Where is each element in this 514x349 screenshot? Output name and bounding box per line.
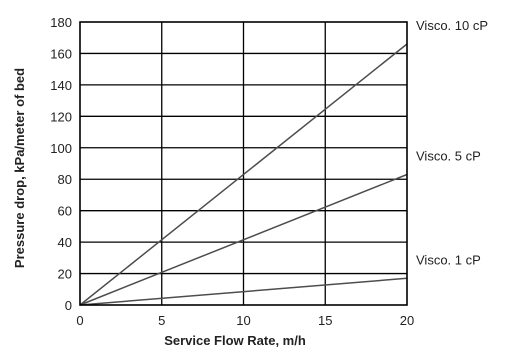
grid: [80, 22, 407, 305]
y-tick-label: 180: [50, 15, 72, 30]
y-tick-label: 120: [50, 109, 72, 124]
x-tick-label: 20: [400, 313, 414, 328]
x-axis-label: Service Flow Rate, m/h: [164, 333, 306, 348]
series-line: [79, 277, 408, 306]
series-labels: Visco. 10 cP Visco. 5 cP Visco. 1 cP: [416, 18, 488, 267]
y-tick-label: 40: [58, 235, 72, 250]
y-tick-label: 80: [58, 172, 72, 187]
y-tick-labels: 0 20 40 60 80 100 120 140 160 180: [50, 15, 72, 313]
series-label: Visco. 10 cP: [416, 18, 488, 33]
x-tick-label: 0: [76, 313, 83, 328]
y-tick-label: 60: [58, 204, 72, 219]
y-tick-label: 140: [50, 78, 72, 93]
plot-area-border: [79, 21, 408, 306]
y-tick-label: 100: [50, 141, 72, 156]
x-tick-label: 10: [236, 313, 250, 328]
y-tick-label: 0: [65, 298, 72, 313]
series-line: [79, 173, 408, 306]
y-axis-label: Pressure drop, kPa/meter of bed: [12, 68, 27, 268]
series-label: Visco. 5 cP: [416, 149, 481, 164]
x-tick-label: 5: [158, 313, 165, 328]
plot-frame: [79, 21, 408, 306]
series-label: Visco. 1 cP: [416, 252, 481, 267]
series-line: [79, 43, 408, 306]
x-tick-labels: 0 5 10 15 20: [76, 313, 414, 328]
y-tick-label: 20: [58, 267, 72, 282]
y-tick-label: 160: [50, 46, 72, 61]
x-tick-label: 15: [318, 313, 332, 328]
series-lines: [79, 43, 408, 306]
